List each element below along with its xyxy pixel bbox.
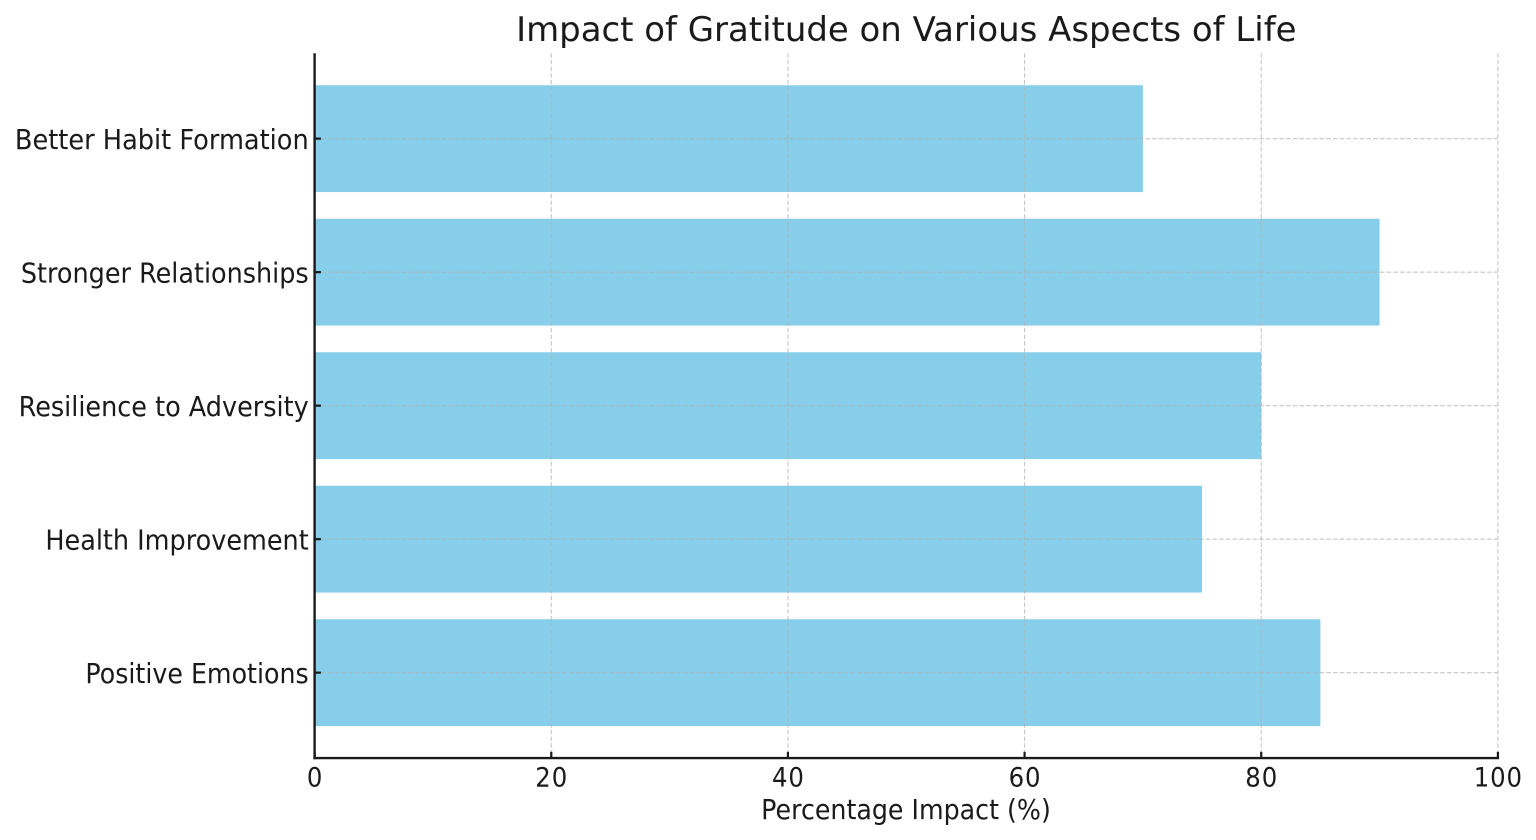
category-label-stronger-relationships: Stronger Relationships: [21, 258, 309, 290]
x-tick-label-digit: 1: [1474, 762, 1490, 793]
x-tick-label-digit: 0: [1490, 762, 1506, 793]
x-tick-label-digit: 8: [1245, 762, 1261, 793]
x-tick-label-digit: 4: [772, 762, 788, 793]
x-tick-label-digit: 0: [788, 762, 804, 793]
x-axis-label: Percentage Impact (%): [761, 795, 1051, 826]
grid-group: [314, 53, 1499, 759]
x-tick-label-0: 0: [307, 762, 323, 793]
x-tick-label-digit: 0: [1025, 762, 1041, 793]
ticks-group: [313, 137, 1500, 759]
category-labels-group: Better Habit Formation Stronger Relations…: [15, 124, 309, 690]
x-tick-label-digit: 0: [1262, 762, 1278, 793]
category-label-health-improvement: Health Improvement: [45, 525, 308, 557]
x-tick-label-digit: 6: [1009, 762, 1025, 793]
x-tick-label-digit: 0: [307, 762, 323, 793]
x-tick-label-digit: 0: [1507, 762, 1523, 793]
x-tick-label-digit: 2: [535, 762, 551, 793]
category-label-better-habit-formation: Better Habit Formation: [15, 124, 309, 156]
chart-title: Impact of Gratitude on Various Aspects o…: [516, 10, 1296, 49]
category-label-positive-emotions: Positive Emotions: [85, 659, 308, 690]
x-tick-label-digit: 0: [552, 762, 568, 793]
category-label-resilience-to-adversity: Resilience to Adversity: [19, 391, 309, 423]
